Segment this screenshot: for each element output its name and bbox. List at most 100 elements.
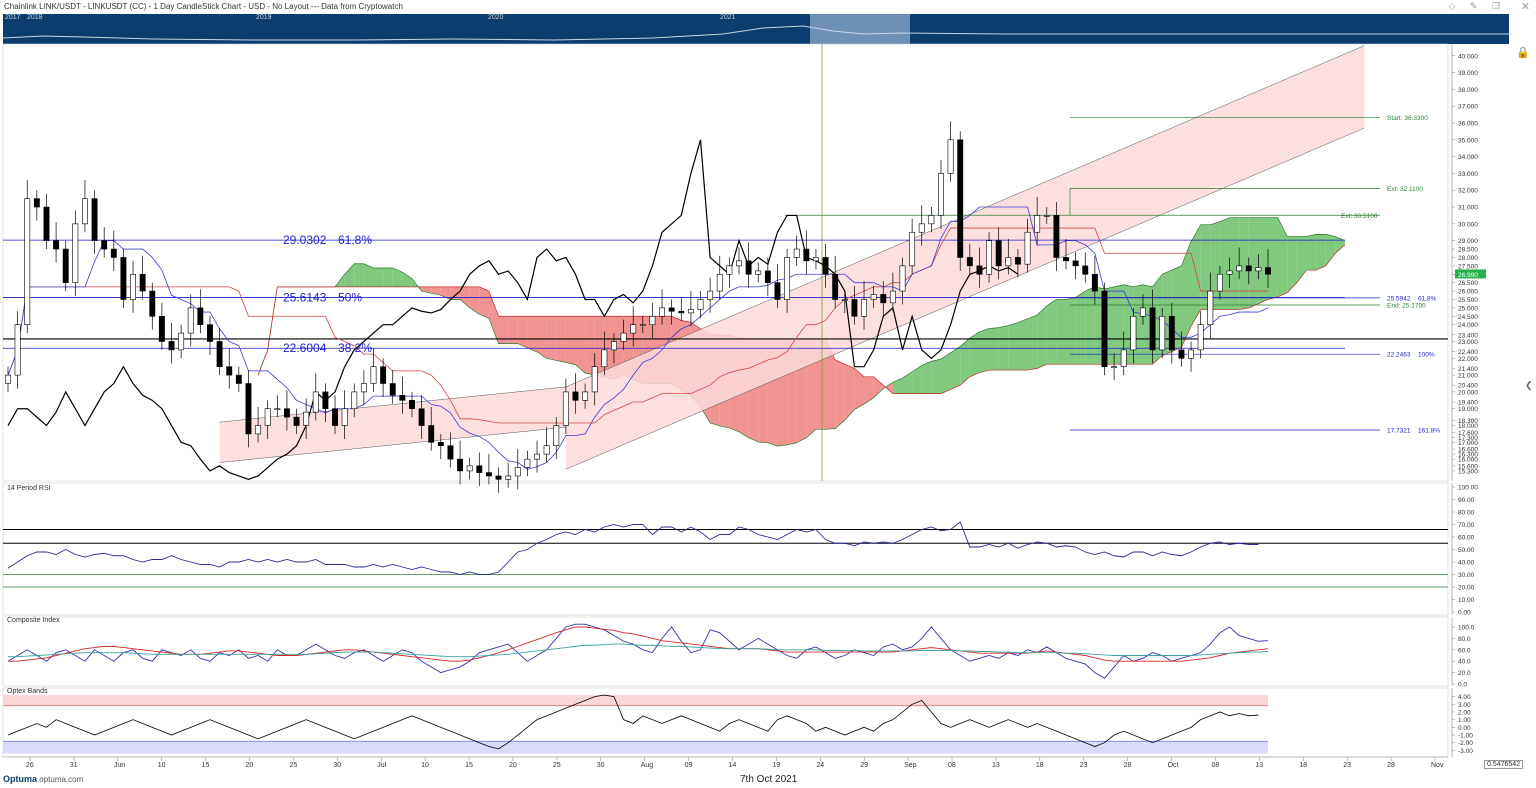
price-tick-label: 26.500 [1458,280,1478,287]
x-tick-label: 08 [948,762,956,769]
candle-body [553,425,560,447]
ichimoku-cloud-segment [883,382,893,394]
candle-body [851,299,858,317]
candle-body [226,366,233,376]
ichimoku-cloud-segment [431,286,441,296]
navigator-window[interactable] [810,14,910,44]
price-tick-label: 30.000 [1458,221,1478,228]
x-tick-label: 18 [1299,762,1307,769]
ichimoku-cloud-segment [864,376,874,405]
ichimoku-cloud-segment [912,365,922,394]
price-tick-label: 17.600 [1458,430,1478,437]
candle-body [312,391,319,413]
rsi-tick-label: 80.00 [1458,510,1475,517]
candle-body [178,332,185,351]
rsi-tick-label: 30.00 [1458,572,1475,579]
candle-body [360,383,367,393]
candle-body [91,198,98,241]
collapse-arrow-icon[interactable]: ❮ [1525,380,1533,390]
rsi-panel-title: 14 Period RSI [7,485,51,492]
candle-body [447,445,454,460]
close-icon[interactable]: ✕ [1520,1,1530,13]
candle-body [793,248,800,258]
price-tick-label: 17.000 [1458,440,1478,447]
x-tick-label: 13 [992,762,1000,769]
channel-main-upper [565,45,1365,388]
navigator-year: 2020 [488,14,504,21]
candle-body [812,257,819,262]
ichimoku-cloud-segment [1008,322,1018,371]
fib-retracement-pct: 38.2% [338,341,372,355]
candle-body [784,257,791,300]
ichimoku-cloud-segment [1219,217,1230,310]
candle-body [687,309,694,314]
x-tick-label: 09 [685,762,693,769]
candle-body [437,442,444,447]
ichimoku-cloud-segment [373,267,384,287]
candle-body [1168,315,1175,351]
x-tick-label: 15 [465,762,473,769]
candle-body [255,425,262,435]
candle-body [591,366,598,393]
fib-retracement-price: 25.6143 [283,291,327,305]
candle-body [120,257,127,300]
ichimoku-cloud-segment [1287,236,1297,293]
candle-body [505,475,512,480]
price-tick-label: 25.500 [1458,297,1478,304]
ichimoku-cloud-segment [1085,286,1095,365]
price-tick-label: 16.000 [1458,457,1478,464]
candle-body [755,270,762,275]
fib-extension-price: 22.2463 [1387,352,1411,359]
candle-body [62,248,69,283]
ichimoku-cloud-segment [1248,217,1259,308]
candle-body [495,475,502,480]
ichimoku-cloud-segment [450,286,461,300]
candle-body [207,324,213,342]
candle-body [1014,257,1021,265]
composite-tick-label: 40.0 [1458,659,1471,666]
ichimoku-cloud-segment [1335,236,1345,254]
x-tick-label: 23 [1080,762,1088,769]
x-tick-label: Nov [1431,762,1444,769]
window-icons[interactable]: ◇ ✎ ❐ [1448,1,1506,11]
candle-body [380,366,387,384]
candle-body [986,240,993,275]
optex-panel-title: Optex Bands [7,688,48,695]
ichimoku-cloud-segment [585,316,595,376]
composite-series-line [8,626,1269,662]
price-tick-label: 39.000 [1458,70,1478,77]
navigator-year: 2021 [720,14,736,21]
rsi-tick-label: 70.00 [1458,522,1475,529]
corner-value: 0.5476542 [1484,760,1524,769]
fib-retracement-pct: 61.8% [338,233,372,247]
ichimoku-cloud-segment [517,316,528,348]
candle-body [841,299,848,301]
channel-main [565,45,1365,470]
candle-body [995,240,1002,267]
candle-body [928,215,935,225]
ichimoku-cloud-segment [498,316,509,344]
rsi-line [7,521,1259,575]
candle-body [158,315,165,342]
price-tick-label: 19.000 [1458,406,1478,413]
candle-body [1255,267,1262,272]
optex-tick-label: -3.00 [1458,748,1473,755]
candle-body [332,408,338,426]
lock-icon[interactable]: 🔒 [1516,47,1530,59]
candle-body [697,299,704,310]
x-tick-label: 28 [1124,762,1132,769]
candle-body [274,408,281,411]
candle-body [14,324,21,376]
x-tick-label: 20 [246,762,254,769]
x-tick-label: 10 [158,762,166,769]
fib-extension-label: End: 25.1700 [1387,303,1426,310]
price-tick-label: 25.000 [1458,305,1478,312]
ichimoku-cloud-segment [508,316,518,344]
ichimoku-cloud-segment [940,352,951,394]
time-navigator[interactable]: 2017 2018 2019 2020 2021 [3,14,1509,44]
ichimoku-cloud-segment [546,316,557,361]
ichimoku-cloud-segment [825,338,836,430]
candle-body [1053,215,1060,258]
composite-series-line [7,623,1269,679]
